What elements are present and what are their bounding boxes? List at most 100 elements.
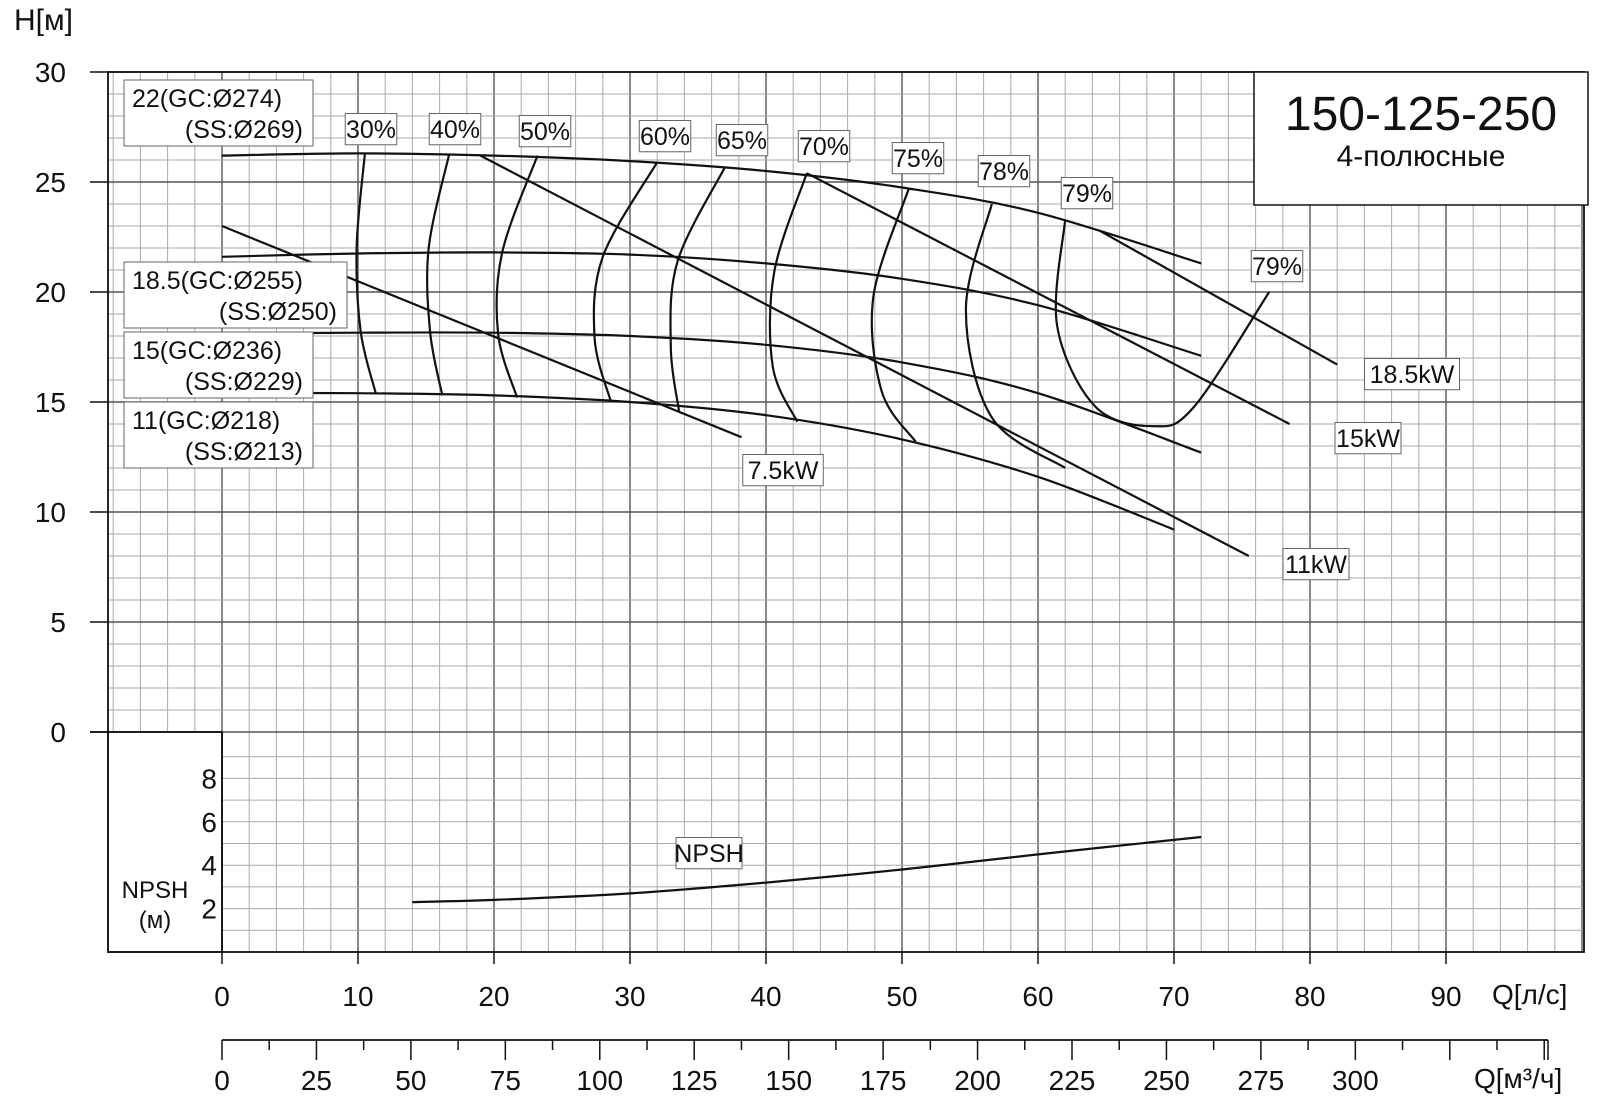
y-tick-label: 20 xyxy=(35,277,66,308)
power-label-11kW-text: 11kW xyxy=(1285,551,1347,579)
efficiency-curve-40% xyxy=(426,154,451,396)
x-tick-label: 70 xyxy=(1158,981,1189,1012)
npsh-curve-label-text: NPSH xyxy=(674,840,743,868)
efficiency-label-2-text: 50% xyxy=(520,118,570,146)
power-label-15kW-text: 15kW xyxy=(1336,425,1400,453)
x2-tick-label: 300 xyxy=(1332,1065,1379,1096)
x2-tick-label: 150 xyxy=(765,1065,812,1096)
y-tick-label: 10 xyxy=(35,497,66,528)
impeller-label-line1: 15(GC:Ø236) xyxy=(132,337,282,365)
x-tick-label: 20 xyxy=(478,981,509,1012)
x2-tick-label: 275 xyxy=(1238,1065,1285,1096)
chart-grid xyxy=(108,71,1584,952)
npsh-curve-label: NPSH xyxy=(674,837,744,870)
efficiency-label-3-box xyxy=(638,120,692,153)
efficiency-label-7-text: 78% xyxy=(979,158,1029,186)
chart-frame xyxy=(90,71,1585,953)
power-label-7.5kW: 7.5kW xyxy=(742,454,824,487)
chart-subtitle: 4-полюсные xyxy=(1337,140,1506,173)
power-label-7.5kW-box xyxy=(742,454,824,487)
impeller-label-line1: 18.5(GC:Ø255) xyxy=(132,267,303,295)
impeller-label-line2: (SS:Ø229) xyxy=(185,368,303,396)
power-label-15kW-box xyxy=(1334,422,1402,455)
efficiency-label-0: 30% xyxy=(344,113,398,146)
efficiency-label-8-text: 79% xyxy=(1062,180,1112,208)
chart-title: 150-125-250 xyxy=(1285,88,1557,141)
impeller-label-0: 22(GC:Ø274) (SS:Ø269) xyxy=(123,79,314,147)
x2-tick-label: 250 xyxy=(1143,1065,1190,1096)
npsh-tick-label: 4 xyxy=(201,850,217,881)
x-tick-label: 0 xyxy=(214,981,230,1012)
efficiency-label-7: 78% xyxy=(977,155,1031,188)
efficiency-label-6-box xyxy=(891,142,945,175)
impeller-label-3: 11(GC:Ø218) (SS:Ø213) xyxy=(123,401,314,469)
npsh-axis-label: NPSH xyxy=(122,877,189,904)
power-label-18.5kW-box xyxy=(1364,358,1460,391)
npsh-axis-unit: (м) xyxy=(139,907,171,934)
efficiency-curve-79% xyxy=(1054,219,1271,428)
head-curve-22 xyxy=(221,152,1202,265)
x2-tick-label: 225 xyxy=(1049,1065,1096,1096)
efficiency-label-1: 40% xyxy=(428,113,482,146)
impeller-label-1: 18.5(GC:Ø255) (SS:Ø250) xyxy=(123,261,348,329)
efficiency-label-9-box xyxy=(1250,250,1304,283)
title-box xyxy=(1253,71,1589,206)
power-label-11kW-box xyxy=(1282,548,1350,581)
x2-tick-label: 50 xyxy=(395,1065,426,1096)
efficiency-label-8-box xyxy=(1060,177,1114,210)
efficiency-label-3-text: 60% xyxy=(640,123,690,151)
x-axis-label: Q[л/с] xyxy=(1492,979,1567,1010)
y-tick-label: 25 xyxy=(35,167,66,198)
efficiency-curve-60% xyxy=(592,161,659,403)
power-line-11kW xyxy=(479,154,1250,557)
npsh-label-area xyxy=(107,731,223,953)
x2-tick-label: 125 xyxy=(671,1065,718,1096)
chart-labels: 30% 40% 50% 60% 65% 70% 75% 78% 79% 79% 7.5kW 11kW 1… xyxy=(123,79,1460,870)
impeller-label-line2: (SS:Ø250) xyxy=(219,298,337,326)
impeller-label-line2: (SS:Ø213) xyxy=(185,438,303,466)
efficiency-curve-70% xyxy=(768,172,808,423)
efficiency-label-6-text: 75% xyxy=(893,145,943,173)
npsh-tick-label: 2 xyxy=(201,894,217,925)
head-curve-15 xyxy=(221,331,1202,454)
efficiency-label-9: 79% xyxy=(1250,250,1304,283)
efficiency-label-1-text: 40% xyxy=(430,116,480,144)
x-tick-label: 90 xyxy=(1430,981,1461,1012)
npsh-curve-label-box xyxy=(675,837,743,870)
impeller-label-box xyxy=(123,401,314,469)
impeller-label-box xyxy=(123,331,314,399)
chart-curves xyxy=(221,152,1338,904)
power-line-7.5kW xyxy=(221,224,742,439)
x2-tick-label: 75 xyxy=(490,1065,521,1096)
head-curve-18.5 xyxy=(221,251,1202,357)
x2-tick-label: 200 xyxy=(954,1065,1001,1096)
efficiency-label-4-text: 65% xyxy=(717,127,767,155)
y-tick-label: 30 xyxy=(35,57,66,88)
x2-tick-label: 100 xyxy=(576,1065,623,1096)
x-tick-label: 60 xyxy=(1022,981,1053,1012)
efficiency-label-0-text: 30% xyxy=(346,116,396,144)
power-label-11kW: 11kW xyxy=(1282,548,1350,581)
x2-tick-label: 25 xyxy=(301,1065,332,1096)
efficiency-label-2: 50% xyxy=(518,115,572,148)
impeller-label-line1: 11(GC:Ø218) xyxy=(132,407,280,435)
impeller-label-box xyxy=(123,261,348,329)
power-label-18.5kW: 18.5kW xyxy=(1364,358,1460,391)
y-axis-label: H[м] xyxy=(14,4,73,37)
efficiency-curve-75% xyxy=(870,188,917,443)
power-label-18.5kW-text: 18.5kW xyxy=(1370,361,1455,389)
x2-axis-label: Q[м³/ч] xyxy=(1474,1063,1562,1094)
x-tick-label: 30 xyxy=(614,981,645,1012)
impeller-label-line1: 22(GC:Ø274) xyxy=(132,85,282,113)
power-label-7.5kW-text: 7.5kW xyxy=(748,457,819,485)
head-curve-11 xyxy=(221,391,1175,531)
efficiency-curve-30% xyxy=(355,154,377,394)
efficiency-label-0-box xyxy=(344,113,398,146)
x2-tick-label: 175 xyxy=(860,1065,907,1096)
efficiency-label-5: 70% xyxy=(797,130,851,163)
npsh-tick-label: 6 xyxy=(201,807,217,838)
efficiency-label-9-text: 79% xyxy=(1252,253,1302,281)
power-line-18.5kW xyxy=(1098,229,1338,366)
